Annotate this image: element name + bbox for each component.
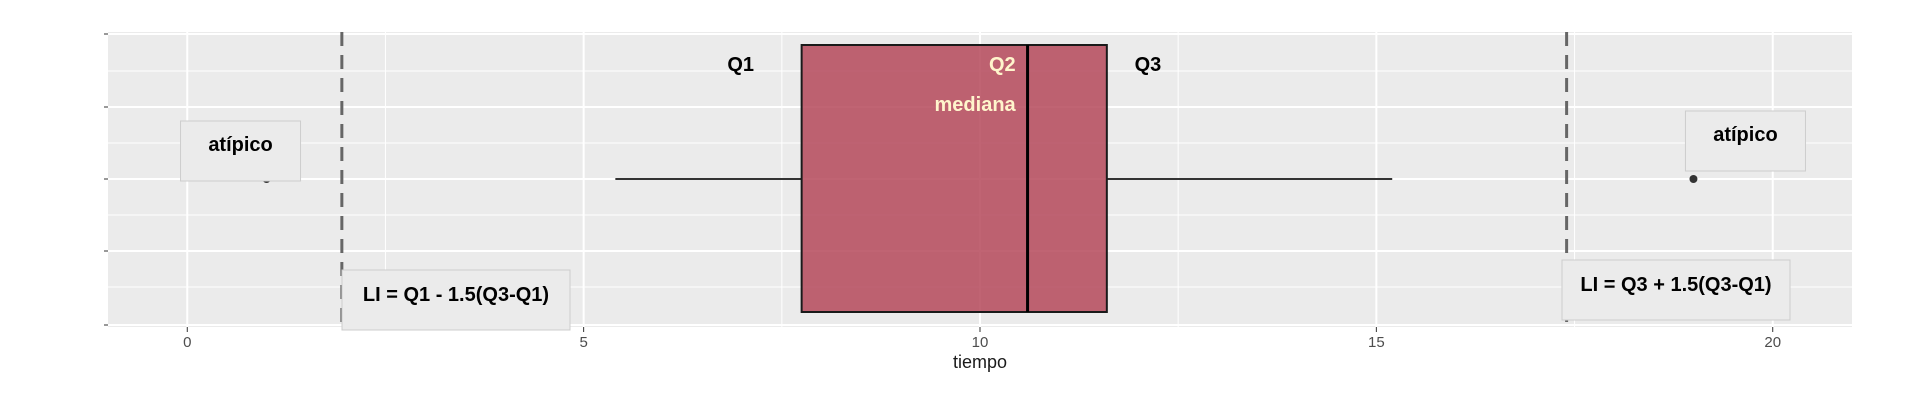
outlier-point <box>1689 175 1698 183</box>
q3-label: Q3 <box>1135 54 1162 76</box>
fence-lines <box>340 32 1569 327</box>
outlier-label: atípico <box>1713 124 1777 146</box>
fence-label-box <box>341 269 571 331</box>
median-text-label: mediana <box>935 94 1017 116</box>
x-tick-label: 10 <box>972 334 989 351</box>
outlier-label: atípico <box>208 134 272 156</box>
x-axis-ticks: 0 5 10 15 20 <box>183 327 1781 351</box>
outlier-label-box <box>180 120 302 182</box>
annotations: atípico atípico LI = Q1 - 1.5(Q3-Q1) LI = Q… <box>180 54 1806 331</box>
x-axis-title: tiempo <box>953 352 1007 372</box>
x-tick-label: 15 <box>1368 334 1385 351</box>
fence-label: LI = Q1 - 1.5(Q3-Q1) <box>363 284 549 306</box>
q2-label: Q2 <box>989 54 1016 76</box>
outlier-label-box <box>1684 110 1806 172</box>
y-axis-ticks <box>104 33 108 326</box>
x-tick-label: 0 <box>183 334 191 351</box>
fence-label-box <box>1561 259 1791 321</box>
iqr-box <box>800 44 1108 313</box>
x-tick-label: 20 <box>1764 334 1781 351</box>
x-tick-label: 5 <box>579 334 587 351</box>
box <box>800 44 1108 313</box>
q1-label: Q1 <box>727 54 754 76</box>
fence-label: LI = Q3 + 1.5(Q3-Q1) <box>1580 274 1771 296</box>
